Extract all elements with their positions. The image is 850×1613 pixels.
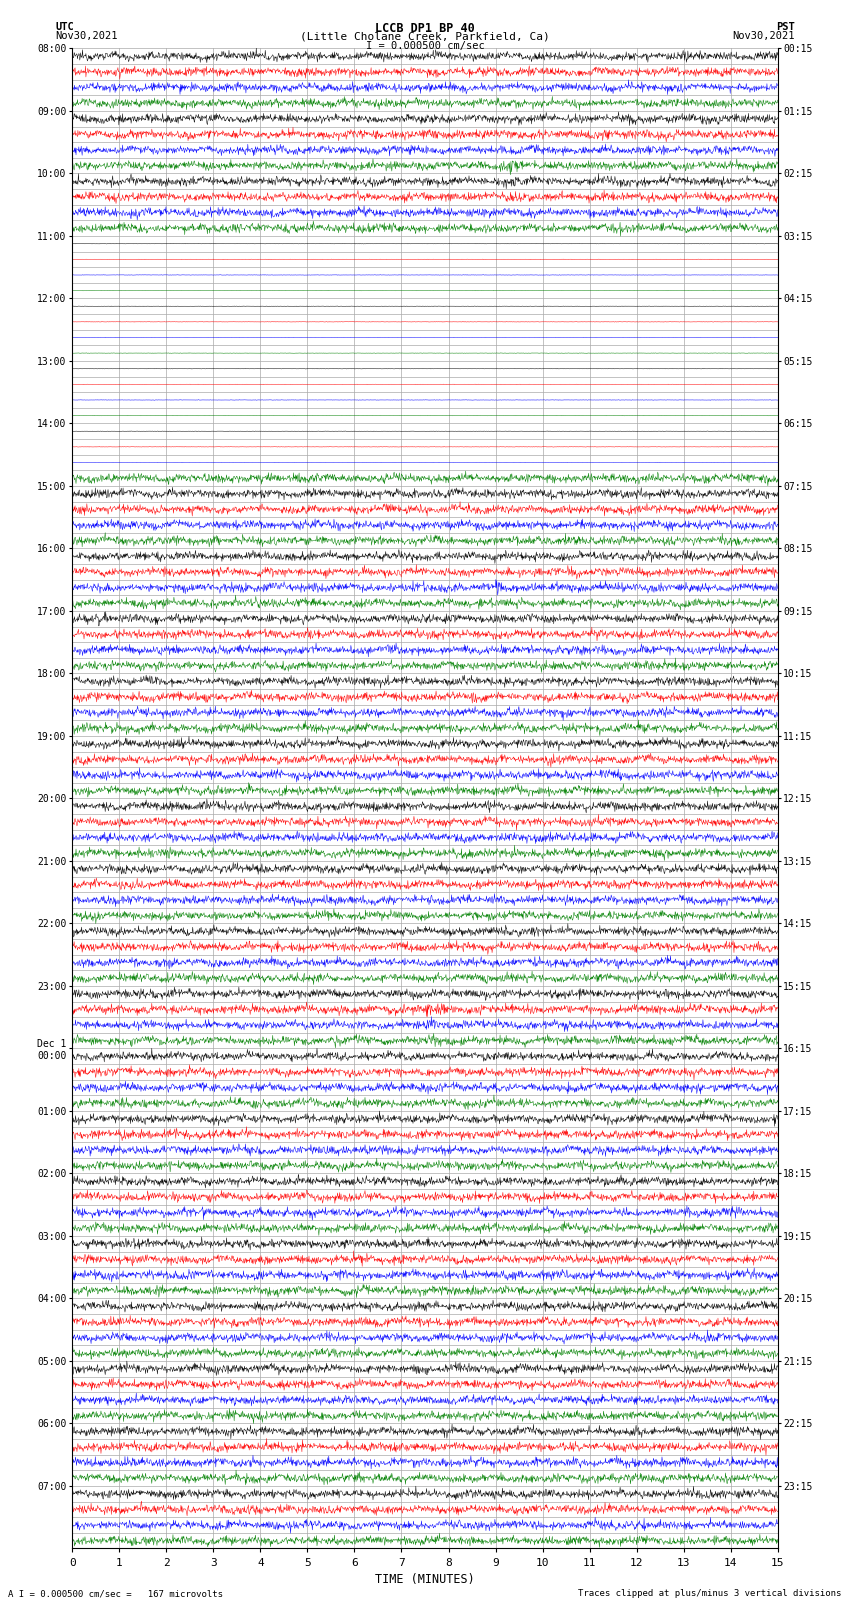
- Text: (Little Cholane Creek, Parkfield, Ca): (Little Cholane Creek, Parkfield, Ca): [300, 31, 550, 42]
- Text: Traces clipped at plus/minus 3 vertical divisions: Traces clipped at plus/minus 3 vertical …: [578, 1589, 842, 1598]
- Text: Nov30,2021: Nov30,2021: [55, 31, 118, 42]
- Text: PST: PST: [776, 23, 795, 32]
- X-axis label: TIME (MINUTES): TIME (MINUTES): [375, 1573, 475, 1586]
- Text: UTC: UTC: [55, 23, 74, 32]
- Text: I = 0.000500 cm/sec: I = 0.000500 cm/sec: [366, 40, 484, 52]
- Text: Nov30,2021: Nov30,2021: [732, 31, 795, 42]
- Text: A I = 0.000500 cm/sec =   167 microvolts: A I = 0.000500 cm/sec = 167 microvolts: [8, 1589, 224, 1598]
- Text: LCCB DP1 BP 40: LCCB DP1 BP 40: [375, 23, 475, 35]
